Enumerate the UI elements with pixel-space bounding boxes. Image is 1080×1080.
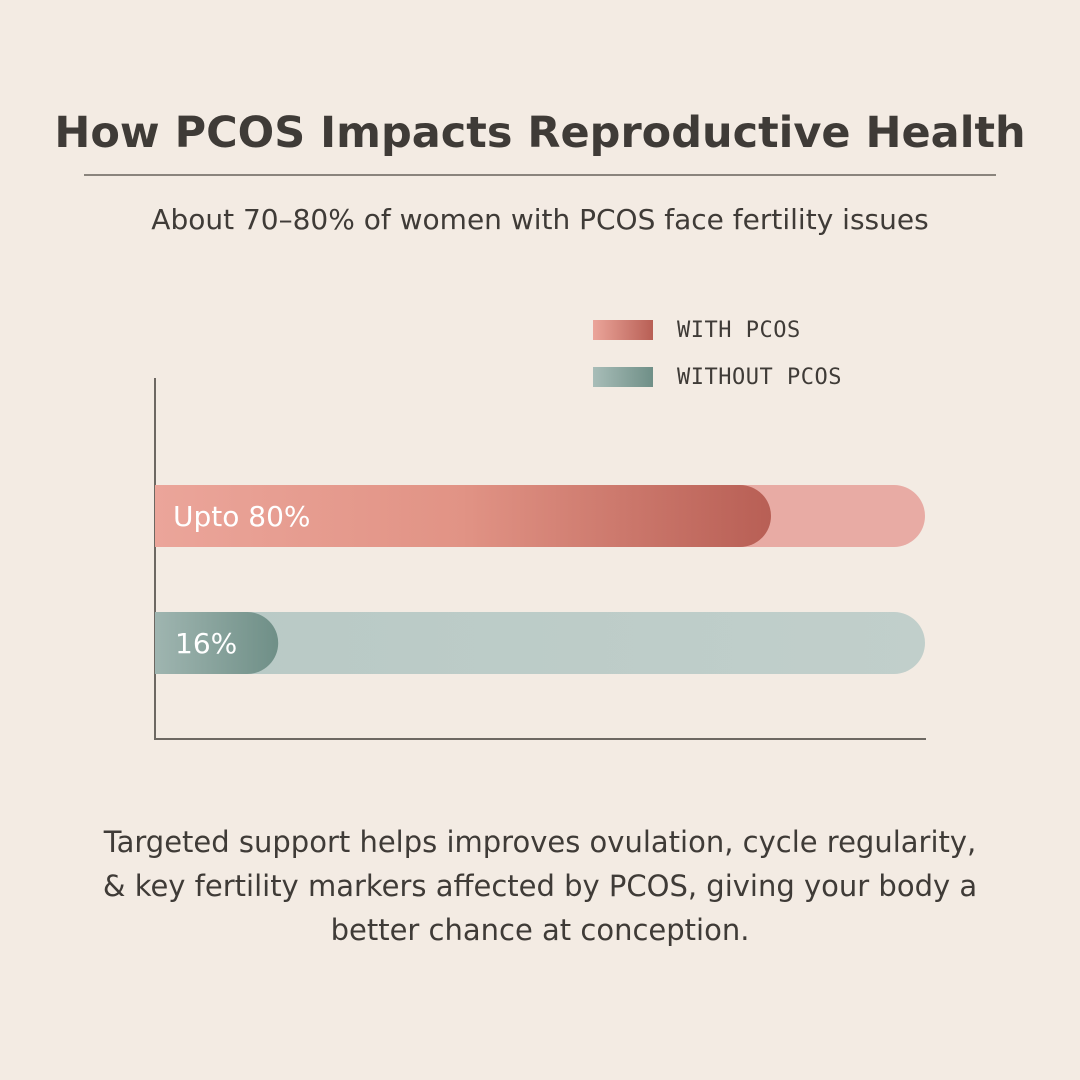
title-divider — [84, 174, 996, 176]
legend-item-without-pcos: WITHOUT PCOS — [593, 364, 842, 390]
legend-swatch-with-pcos — [593, 320, 653, 340]
page-subtitle: About 70–80% of women with PCOS face fer… — [151, 203, 929, 236]
legend-swatch-without-pcos — [593, 367, 653, 387]
legend-label-without-pcos: WITHOUT PCOS — [677, 364, 842, 390]
bar-without-pcos — [155, 612, 279, 674]
bar-label-with-pcos: Upto 80% — [173, 500, 311, 533]
legend-label-with-pcos: WITH PCOS — [677, 317, 801, 343]
bar-with-pcos — [155, 485, 771, 547]
footer-text: Targeted support helps improves ovulatio… — [102, 825, 978, 947]
bar-label-without-pcos: 16% — [175, 627, 237, 660]
legend-item-with-pcos: WITH PCOS — [593, 317, 801, 343]
bar-track-without-pcos — [155, 612, 925, 674]
page-title: How PCOS Impacts Reproductive Health — [54, 108, 1026, 158]
